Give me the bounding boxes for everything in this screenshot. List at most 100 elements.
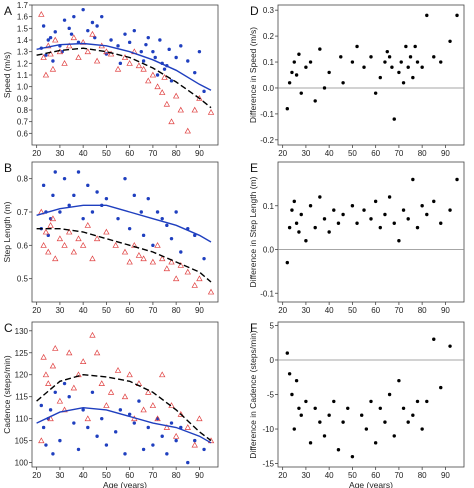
data-point bbox=[193, 438, 197, 443]
y-tick-label: 0.0 bbox=[263, 246, 275, 255]
data-point bbox=[294, 378, 299, 383]
x-tick-label: 50 bbox=[102, 471, 111, 480]
data-point bbox=[100, 14, 104, 19]
data-point bbox=[141, 447, 146, 452]
x-tick-label: 30 bbox=[301, 471, 310, 480]
y-tick-label: 0.9 bbox=[17, 94, 29, 103]
plot-frame bbox=[277, 161, 465, 303]
data-point bbox=[404, 44, 408, 49]
data-point-triangle bbox=[47, 415, 54, 422]
data-point bbox=[297, 52, 301, 56]
data-point bbox=[336, 448, 341, 452]
data-point bbox=[169, 79, 174, 83]
data-point bbox=[425, 212, 429, 217]
data-point bbox=[439, 60, 443, 64]
data-point bbox=[72, 14, 76, 19]
data-point bbox=[332, 399, 336, 404]
data-point bbox=[41, 24, 46, 28]
x-tick-label: 50 bbox=[348, 306, 357, 315]
y-tick-label: -5 bbox=[267, 391, 275, 400]
data-point bbox=[48, 408, 53, 412]
data-point bbox=[179, 44, 183, 48]
data-point-triangle bbox=[131, 242, 138, 248]
x-tick-label: 40 bbox=[325, 306, 334, 315]
y-tick-label: 0.7 bbox=[17, 118, 29, 127]
data-point bbox=[53, 390, 57, 395]
panel-letter: F bbox=[250, 321, 257, 335]
data-point bbox=[392, 434, 396, 438]
data-point-triangle bbox=[89, 331, 96, 338]
data-point bbox=[292, 60, 296, 64]
data-point bbox=[425, 13, 429, 18]
data-point bbox=[432, 199, 436, 204]
data-point bbox=[39, 403, 43, 408]
data-point bbox=[137, 399, 141, 403]
y-tick-label: 115 bbox=[15, 393, 28, 402]
data-point bbox=[174, 438, 178, 443]
data-point bbox=[118, 408, 123, 412]
data-point-triangle bbox=[191, 282, 198, 288]
data-point bbox=[297, 406, 301, 411]
data-point bbox=[355, 221, 359, 225]
x-tick-label: 30 bbox=[55, 306, 64, 315]
data-point-triangle bbox=[145, 388, 152, 395]
data-point bbox=[327, 70, 331, 75]
data-point-triangle bbox=[159, 371, 166, 378]
panel-f: F 20 30 40 50 60 70 80 90 -15 -10 -5 0 5 Difference in… bbox=[248, 321, 465, 488]
x-tick-label: 30 bbox=[55, 471, 64, 480]
data-point-triangle bbox=[126, 60, 133, 66]
data-point-triangle bbox=[70, 384, 78, 391]
panel-d: D 20 30 40 50 60 70 80 90 -0.2 -0.1 0.0 0.1 0.2 0.3 Dif… bbox=[248, 4, 465, 158]
data-point-triangle bbox=[93, 57, 101, 64]
data-point-triangle bbox=[154, 415, 161, 422]
panel-a: A 20 30 40 50 60 70 80 90 0.6 0.7 0.8 0.9 1.0 1.1 1.2 1.… bbox=[2, 1, 219, 158]
data-point bbox=[69, 32, 74, 36]
data-point bbox=[169, 421, 174, 425]
data-point-triangle bbox=[61, 60, 68, 66]
data-point bbox=[448, 208, 452, 212]
y-tick-label: 0.3 bbox=[263, 6, 275, 15]
data-point-triangle bbox=[154, 83, 161, 90]
data-point-triangle bbox=[56, 235, 64, 242]
data-point-triangle bbox=[112, 242, 119, 248]
data-point-triangle bbox=[163, 424, 171, 430]
plot-frame bbox=[277, 321, 465, 468]
data-point bbox=[86, 28, 90, 33]
data-point-triangle bbox=[49, 362, 57, 369]
data-point bbox=[378, 225, 382, 230]
data-point bbox=[90, 20, 95, 25]
data-point bbox=[72, 193, 76, 198]
data-point-triangle bbox=[84, 222, 91, 228]
x-tick-label: 40 bbox=[79, 149, 88, 158]
y-tick-label: 120 bbox=[15, 371, 29, 380]
data-point-triangle bbox=[184, 424, 191, 430]
y-tick-label: 105 bbox=[15, 437, 29, 446]
y-tick-label: 0.1 bbox=[263, 202, 275, 211]
data-point-triangle bbox=[145, 77, 152, 84]
data-point bbox=[81, 216, 85, 221]
x-tick-label: 20 bbox=[32, 471, 41, 480]
data-point bbox=[411, 177, 415, 182]
data-point bbox=[362, 65, 366, 69]
data-point-triangle bbox=[159, 89, 166, 95]
data-point-triangle bbox=[84, 48, 91, 55]
y-tick-label: 1.3 bbox=[17, 48, 29, 57]
data-point-triangle bbox=[135, 252, 143, 258]
panel-e: E 20 30 40 50 60 70 80 90 -0.1 0.0 0.1 Difference in… bbox=[248, 161, 465, 315]
data-point bbox=[44, 443, 48, 447]
data-point-triangle bbox=[70, 34, 78, 41]
data-point-triangle bbox=[149, 71, 157, 78]
data-point bbox=[186, 59, 190, 63]
x-tick-label: 90 bbox=[441, 149, 450, 158]
x-tick-label: 90 bbox=[195, 306, 204, 315]
data-point-triangle bbox=[126, 258, 133, 265]
data-point bbox=[385, 49, 389, 54]
data-point-triangle bbox=[47, 50, 54, 57]
data-point bbox=[378, 75, 382, 80]
y-tick-label: 0.0 bbox=[263, 84, 275, 93]
data-point bbox=[144, 42, 148, 47]
data-point-triangle bbox=[114, 367, 122, 373]
y-tick-label: 0.8 bbox=[17, 175, 29, 184]
y-tick-label: 0.2 bbox=[263, 32, 275, 41]
x-tick-label: 70 bbox=[148, 306, 157, 315]
